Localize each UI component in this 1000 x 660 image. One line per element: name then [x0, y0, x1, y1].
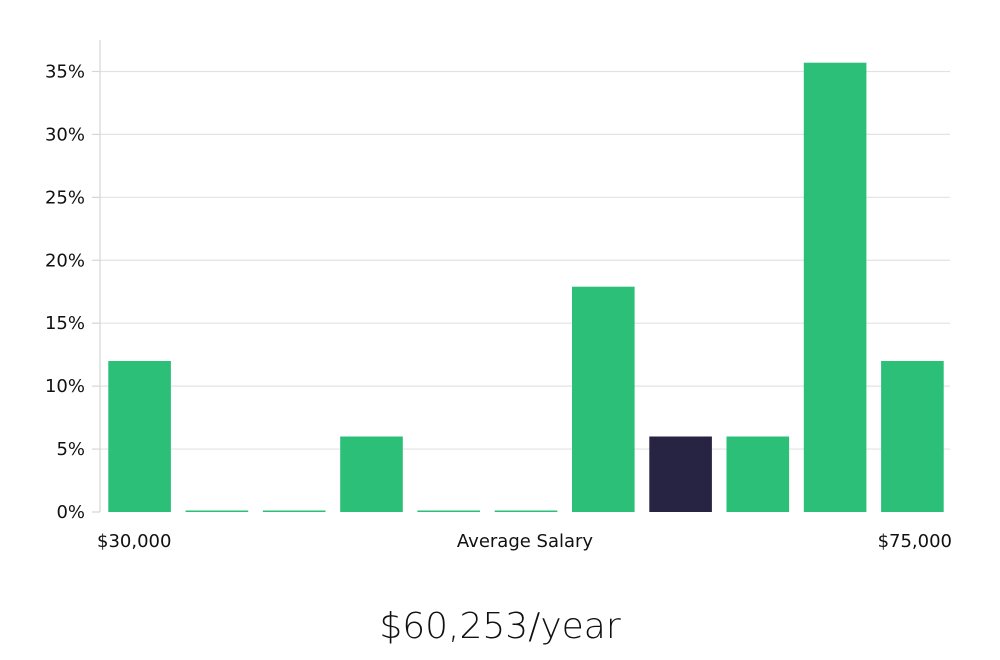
y-tick-label: 5%: [56, 439, 85, 460]
y-tick-label: 35%: [45, 61, 85, 82]
y-tick-label: 30%: [45, 124, 85, 145]
average-salary-headline: $60,253/year: [379, 606, 621, 647]
x-axis-title: Average Salary: [457, 531, 594, 552]
bar: [803, 62, 867, 512]
y-tick-label: 10%: [45, 376, 85, 397]
bar: [340, 436, 403, 512]
bar: [417, 510, 480, 512]
grid-lines: [100, 70, 950, 450]
bar: [572, 286, 635, 512]
bar-highlighted: [649, 436, 712, 512]
bar: [726, 436, 790, 512]
x-start-label: $30,000: [97, 531, 171, 552]
y-tick-labels: 0% 5% 10% 15% 20% 25% 30% 35%: [45, 61, 100, 523]
y-tick-label: 20%: [45, 250, 85, 271]
bars: [108, 62, 944, 512]
salary-distribution-chart: 0% 5% 10% 15% 20% 25% 30% 35% $30,000 Average S…: [45, 40, 952, 552]
x-end-label: $75,000: [878, 531, 952, 552]
bar: [881, 361, 944, 512]
bar: [494, 510, 558, 512]
y-tick-label: 0%: [56, 502, 85, 523]
y-tick-label: 25%: [45, 187, 85, 208]
y-tick-label: 15%: [45, 313, 85, 334]
bar: [262, 510, 326, 512]
bar: [185, 510, 249, 512]
bar: [108, 361, 171, 512]
